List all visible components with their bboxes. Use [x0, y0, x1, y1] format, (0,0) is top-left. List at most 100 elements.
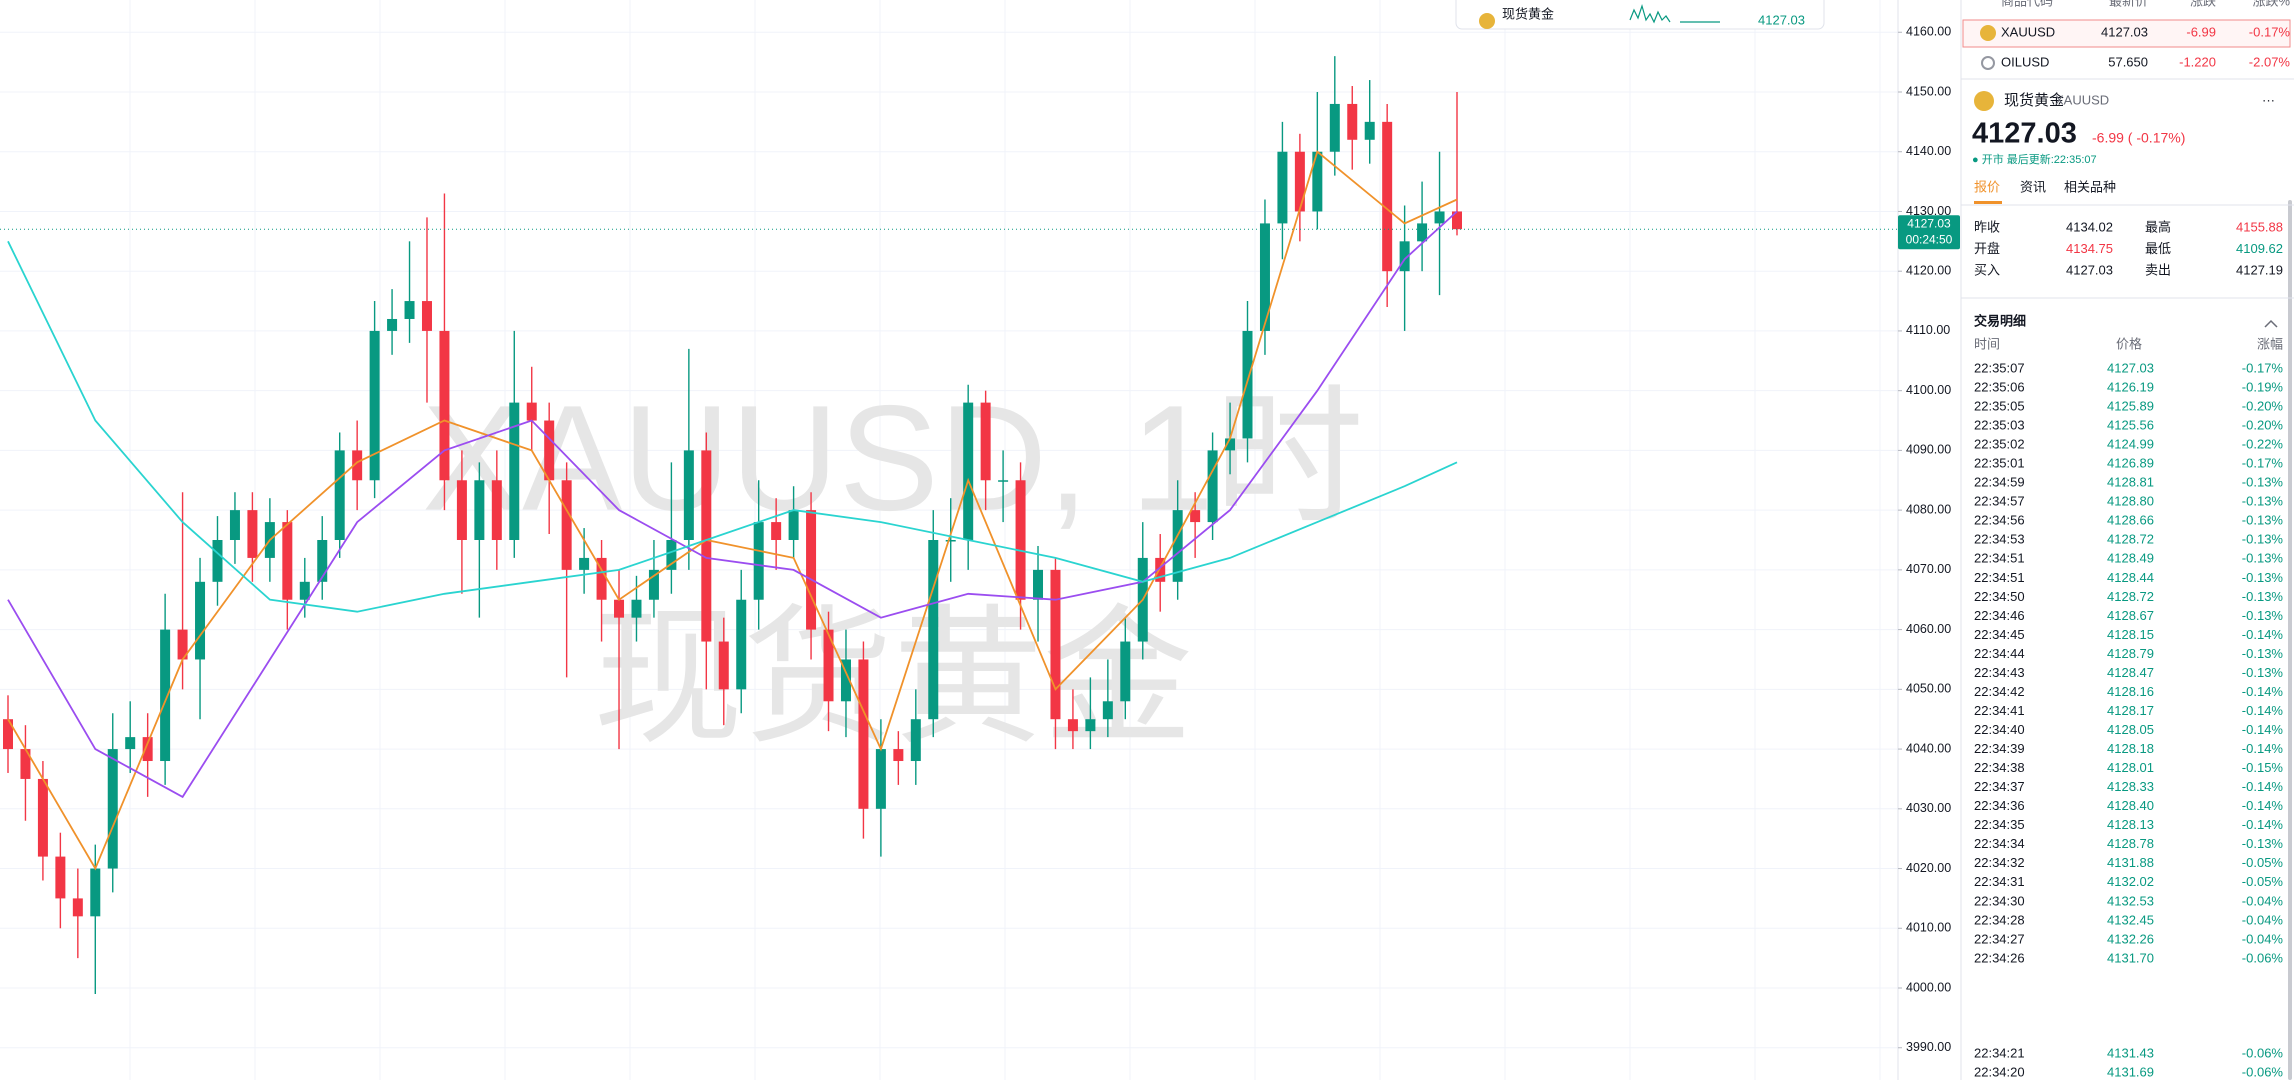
trade-cell: 4132.26 — [2107, 931, 2154, 946]
candle-body — [177, 629, 188, 660]
trade-cell: -0.17% — [2242, 456, 2284, 471]
trade-cell: 22:34:30 — [1974, 893, 2025, 908]
trade-cell: -0.14% — [2242, 798, 2284, 813]
trade-cell: 22:34:34 — [1974, 836, 2025, 851]
column-header: 价格 — [2116, 336, 2142, 351]
candle-body — [1294, 151, 1305, 212]
candle-body — [1155, 557, 1166, 582]
popup — [1455, 0, 1825, 30]
trade-cell: -0.05% — [2242, 855, 2284, 870]
candle-body — [1452, 211, 1462, 230]
trade-cell: -0.13% — [2242, 665, 2284, 680]
trade-cell: 4126.19 — [2107, 379, 2154, 394]
last-price-label: 4127.03 — [1907, 216, 1951, 230]
trade-cell: 22:34:39 — [1974, 741, 2025, 756]
candle-body — [840, 659, 851, 702]
trade-cell: -0.14% — [2242, 741, 2284, 756]
candle-body — [771, 522, 782, 540]
section-title: 交易明细 — [1974, 313, 2026, 328]
candle-body — [107, 749, 118, 869]
y-tick-label: 4060.00 — [1906, 622, 1951, 636]
trade-cell: -0.04% — [2242, 931, 2284, 946]
trade-cell: 4128.15 — [2107, 627, 2154, 642]
candle-body — [1225, 438, 1236, 451]
candle-body — [1172, 510, 1183, 582]
trade-cell: 4128.18 — [2107, 741, 2154, 756]
y-tick-label: 4110.00 — [1906, 323, 1950, 337]
symbol-code: XAUUSD — [2055, 92, 2109, 107]
y-tick-label: 4010.00 — [1906, 921, 1951, 935]
watchlist-cell: OILUSD — [2001, 54, 2049, 69]
candle-body — [614, 599, 625, 618]
trade-cell: 22:34:42 — [1974, 684, 2025, 699]
candle-body — [910, 719, 921, 762]
trade-cell: 22:35:03 — [1974, 418, 2025, 433]
y-tick-label: 4040.00 — [1906, 741, 1951, 755]
trade-cell: 4131.70 — [2107, 950, 2154, 965]
more-button[interactable]: ··· — [2262, 92, 2275, 107]
trade-cell: 22:34:35 — [1974, 817, 2025, 832]
candle-body — [1050, 569, 1061, 720]
trade-cell: -0.13% — [2242, 475, 2284, 490]
trade-cell: 4128.72 — [2107, 532, 2154, 547]
trade-cell: 4128.80 — [2107, 494, 2154, 509]
candle-body — [72, 898, 83, 917]
column-header: 最新价 — [2109, 0, 2148, 8]
moving-average — [7, 210, 1458, 799]
candle-body — [579, 557, 590, 570]
candle-body — [753, 522, 764, 600]
trade-cell: 22:34:45 — [1974, 627, 2025, 642]
trade-cell: 4128.79 — [2107, 646, 2154, 661]
moving-average — [7, 150, 1458, 871]
trade-cell: -0.22% — [2242, 437, 2284, 452]
scrollbar[interactable] — [2288, 200, 2292, 1080]
tab: 相关品种 — [2064, 179, 2116, 194]
selected-row[interactable] — [1962, 19, 2291, 48]
trade-cell: 22:35:02 — [1974, 437, 2025, 452]
column-header: 涨跌% — [2252, 0, 2290, 8]
trade-cell: 22:34:20 — [1974, 1065, 2025, 1080]
trade-cell: 22:34:38 — [1974, 760, 2025, 775]
gold-icon — [1980, 25, 1996, 41]
trade-cell: 4128.67 — [2107, 608, 2154, 623]
candle-body — [928, 540, 939, 720]
collapse-icon[interactable] — [2264, 319, 2278, 328]
big-price: 4127.03 — [1972, 118, 2077, 150]
trade-cell: 4131.69 — [2107, 1065, 2154, 1080]
candle-body — [20, 749, 31, 779]
trade-cell: 22:35:05 — [1974, 398, 2025, 413]
candle-body — [387, 318, 398, 331]
trade-cell: -0.13% — [2242, 836, 2284, 851]
y-tick-label: 4050.00 — [1906, 682, 1951, 696]
y-tick-label: 4090.00 — [1906, 443, 1951, 457]
candle-body — [229, 510, 240, 540]
watchlist-cell: -1.220 — [2179, 54, 2216, 69]
trade-cell: 22:35:07 — [1974, 360, 2025, 375]
trade-cell: 4124.99 — [2107, 437, 2154, 452]
stat-label: 买入 — [1974, 262, 2000, 277]
trade-cell: 4128.01 — [2107, 760, 2154, 775]
trade-cell: -0.06% — [2242, 1065, 2284, 1080]
candle-body — [160, 629, 171, 762]
popup-price: 4127.03 — [1758, 12, 1805, 27]
trade-cell: 22:34:56 — [1974, 513, 2025, 528]
candle-body — [352, 450, 363, 481]
trade-cell: 22:34:50 — [1974, 589, 2025, 604]
countdown: 00:24:50 — [1906, 232, 1953, 246]
candle-body — [1067, 719, 1078, 732]
stat-label: 最低 — [2145, 241, 2171, 256]
trade-cell: 22:34:27 — [1974, 931, 2025, 946]
trade-cell: -0.04% — [2242, 893, 2284, 908]
trade-cell: 22:34:26 — [1974, 950, 2025, 965]
stat-label: 卖出 — [2145, 262, 2171, 277]
candle-body — [456, 480, 467, 540]
trade-cell: 4128.13 — [2107, 817, 2154, 832]
trade-cell: 22:34:53 — [1974, 532, 2025, 547]
candle-body — [3, 719, 13, 750]
candle-body — [666, 540, 677, 570]
trade-cell: 22:34:40 — [1974, 722, 2025, 737]
trade-cell: 4128.40 — [2107, 798, 2154, 813]
watchlist-cell: -6.99 — [2186, 24, 2216, 39]
trade-cell: -0.13% — [2242, 589, 2284, 604]
